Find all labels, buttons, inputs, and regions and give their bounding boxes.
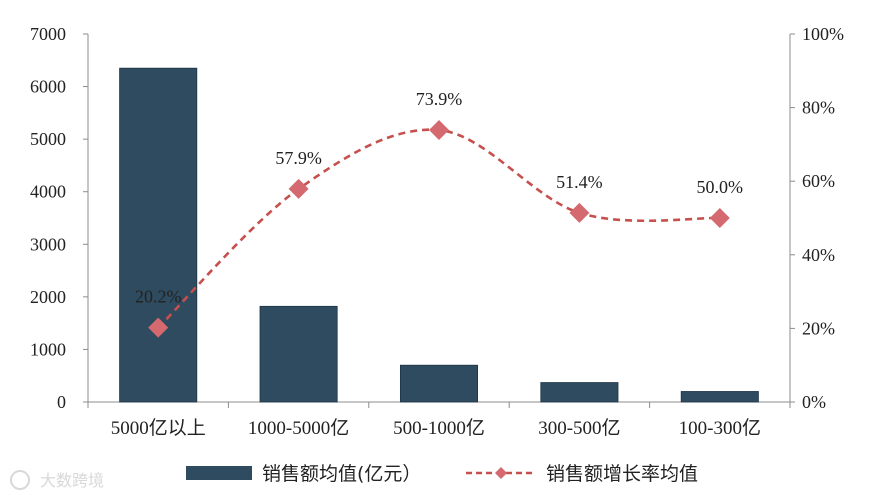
- data-label: 57.9%: [275, 148, 322, 168]
- watermark-text: 大数跨境: [40, 471, 104, 490]
- legend-bar-swatch: [186, 466, 252, 480]
- right-tick-label: 100%: [802, 24, 844, 44]
- line-marker: [709, 208, 730, 228]
- data-label: 51.4%: [556, 172, 603, 192]
- bar: [399, 364, 479, 403]
- right-tick-label: 80%: [802, 98, 835, 118]
- line-marker: [148, 317, 169, 338]
- data-label: 73.9%: [416, 89, 463, 109]
- left-tick-label: 3000: [30, 234, 66, 254]
- right-axis-ticks: 0% 20% 40% 60% 80% 100%: [790, 24, 844, 412]
- line-marker: [288, 178, 309, 199]
- category-labels: 5000亿以上 1000-5000亿 500-1000亿 300-500亿 100-30…: [111, 417, 761, 439]
- right-tick-label: 40%: [802, 245, 835, 265]
- right-tick-label: 20%: [802, 318, 835, 338]
- left-tick-label: 1000: [30, 339, 66, 359]
- category-label: 1000-5000亿: [248, 417, 349, 439]
- x-axis-ticks: [87, 402, 791, 408]
- bar: [540, 382, 619, 403]
- left-tick-label: 7000: [30, 24, 66, 44]
- category-label: 300-500亿: [538, 417, 620, 439]
- right-tick-label: 0%: [802, 392, 826, 412]
- bar: [259, 305, 338, 403]
- legend-bar-label: 销售额均值(亿元）: [262, 463, 421, 485]
- line-marker: [429, 120, 449, 141]
- bar: [119, 67, 198, 403]
- left-axis-ticks: 0 1000 2000 3000 4000 5000 6000 7000: [30, 24, 88, 412]
- category-label: 500-1000亿: [393, 417, 485, 439]
- category-label: 100-300亿: [679, 417, 761, 439]
- left-tick-label: 6000: [30, 77, 66, 97]
- data-label: 50.0%: [697, 177, 744, 197]
- left-tick-label: 5000: [30, 129, 66, 149]
- left-tick-label: 2000: [30, 287, 66, 307]
- bar: [680, 391, 759, 403]
- watermark-logo-icon: [10, 470, 30, 490]
- legend-line-marker: [495, 467, 507, 479]
- line-marker: [569, 202, 590, 223]
- data-label: 20.2%: [135, 287, 182, 307]
- right-tick-label: 60%: [802, 171, 835, 191]
- left-tick-label: 0: [57, 392, 66, 412]
- left-tick-label: 4000: [30, 182, 66, 202]
- line-series: 20.2% 57.9% 73.9% 51.4% 50.0%: [135, 89, 743, 338]
- legend: 销售额均值(亿元） 销售额增长率均值: [186, 463, 698, 485]
- bar-series: [119, 67, 759, 403]
- growth-line: [157, 128, 720, 329]
- legend-line-label: 销售额增长率均值: [546, 463, 698, 485]
- category-label: 5000亿以上: [111, 417, 206, 439]
- watermark: 大数跨境: [10, 470, 104, 490]
